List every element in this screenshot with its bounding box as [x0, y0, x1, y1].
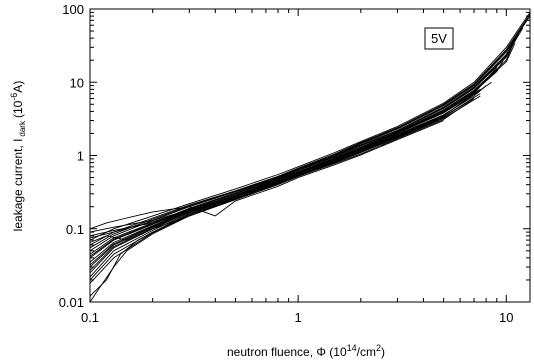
series-line-9 [89, 85, 487, 278]
series-line-22 [89, 97, 475, 233]
y-tick-label: 0.01 [59, 295, 84, 310]
x-axis-label-end: ) [381, 345, 385, 359]
series-line-21 [89, 81, 492, 239]
y-tick-label: 100 [62, 2, 84, 17]
series-line-1 [89, 12, 531, 241]
y-tick-label: 10 [70, 75, 84, 90]
series-line-14 [89, 120, 444, 230]
y-axis-label-sup: -6 [9, 93, 19, 101]
annotation-box [424, 27, 454, 50]
series-line-2 [89, 13, 531, 246]
series-line-15 [89, 117, 444, 297]
y-axis-label-unit: (10 [11, 100, 25, 118]
annotation-text: 5V [431, 31, 447, 46]
x-axis-label-sup2: 2 [376, 343, 381, 353]
x-tick-label: 1 [295, 310, 302, 325]
x-axis-label: neutron fluence, Φ (1014/cm2) [227, 343, 385, 359]
series-line-20 [89, 69, 498, 271]
y-axis-label-end: A) [11, 81, 25, 93]
series-line-19 [89, 43, 516, 266]
x-tick-label: 0.1 [81, 310, 99, 325]
x-axis-label-sup: 14 [347, 343, 357, 353]
series-line-3 [89, 20, 527, 252]
series-line-17 [89, 15, 531, 249]
annotation-5v: 5V [424, 27, 454, 50]
data-curves [89, 12, 531, 303]
series-line-18 [89, 27, 524, 257]
y-tick-label: 0.1 [66, 222, 84, 237]
x-axis-label-main: neutron fluence, Φ (10 [227, 345, 347, 359]
y-axis-label-main: leakage current, I [11, 139, 25, 232]
y-tick-label: 1 [77, 149, 84, 164]
axis-ticks [89, 8, 530, 303]
y-axis-label: leakage current, I dark (10-6A) [9, 81, 27, 232]
x-tick-label: 10 [499, 310, 513, 325]
y-axis-label-sub: dark [18, 120, 27, 137]
x-axis-label-unit: /cm [357, 345, 376, 359]
